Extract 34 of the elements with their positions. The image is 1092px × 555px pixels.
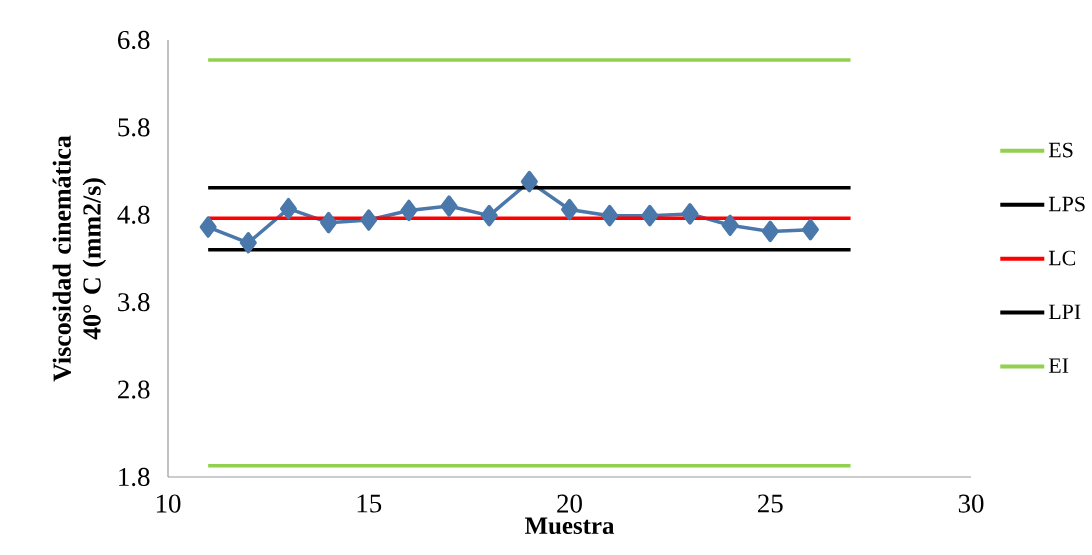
legend-label: EI bbox=[1048, 358, 1069, 373]
legend-label: ES bbox=[1048, 142, 1073, 158]
point bbox=[440, 195, 458, 217]
y-axis-title: Viscosidad cinemática 40° C (mm2/s) bbox=[52, 135, 107, 382]
x-tick-label: 15 bbox=[357, 494, 382, 513]
x-tick-label: 10 bbox=[156, 494, 181, 513]
y-tick-label: 6.8 bbox=[118, 30, 150, 50]
x-tick-label: 20 bbox=[557, 494, 582, 513]
point bbox=[320, 211, 338, 234]
point bbox=[360, 209, 378, 231]
x-tick-label: 30 bbox=[958, 494, 984, 513]
point bbox=[561, 198, 578, 221]
point bbox=[400, 199, 418, 222]
point bbox=[480, 204, 498, 227]
y-tick-label: 3.8 bbox=[118, 293, 150, 312]
point bbox=[520, 170, 538, 193]
point bbox=[199, 216, 217, 238]
legend-label: LC bbox=[1048, 250, 1076, 266]
y-tick-label: 1.8 bbox=[119, 467, 150, 487]
legend-label: LPS bbox=[1048, 196, 1085, 212]
point bbox=[801, 218, 819, 241]
point bbox=[761, 220, 779, 243]
legend-label: LPI bbox=[1048, 304, 1081, 319]
point bbox=[601, 204, 619, 227]
y-tick-label: 2.8 bbox=[118, 380, 150, 399]
point bbox=[641, 204, 659, 227]
point bbox=[681, 203, 699, 225]
x-tick-label: 25 bbox=[757, 494, 783, 513]
point bbox=[721, 214, 739, 237]
point bbox=[239, 232, 257, 254]
y-tick-label: 5.8 bbox=[118, 118, 150, 137]
point bbox=[279, 197, 297, 220]
y-tick-label: 4.8 bbox=[117, 205, 150, 224]
x-axis-title: Muestra bbox=[524, 517, 615, 535]
